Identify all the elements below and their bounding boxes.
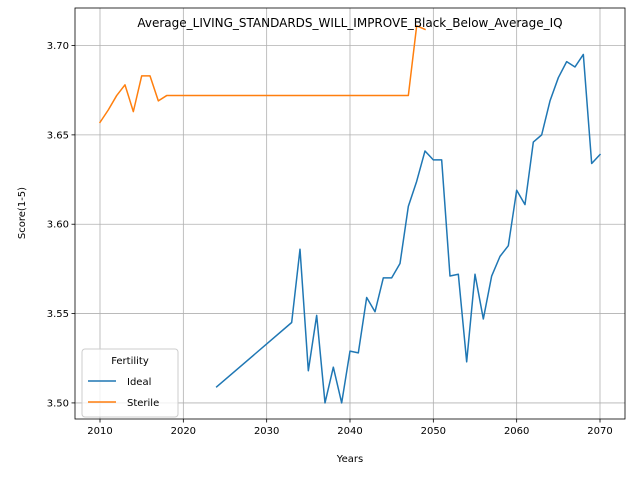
chart-title: Average_LIVING_STANDARDS_WILL_IMPROVE_Bl… [137,16,562,30]
y-tick-label: 3.55 [47,309,69,320]
x-tick-label: 2030 [254,426,279,437]
x-tick-label: 2020 [171,426,196,437]
y-tick-label: 3.65 [47,130,69,141]
x-tick-label: 2060 [504,426,529,437]
legend-title: Fertility [111,356,149,367]
legend-box [81,348,179,418]
x-axis-ticks: 2010 2020 2030 2040 2050 2060 2070 [87,419,613,437]
x-tick-label: 2010 [87,426,112,437]
series-line-ideal [215,53,602,404]
series-layer [98,25,602,404]
y-axis-label: Score(1-5) [17,187,28,239]
legend-label-ideal: Ideal [127,377,151,388]
x-tick-label: 2040 [337,426,362,437]
legend-label-sterile: Sterile [127,398,159,409]
x-axis-label: Years [336,454,363,465]
x-tick-label: 2050 [421,426,446,437]
y-axis-ticks: 3.50 3.55 3.60 3.65 3.70 [47,41,75,409]
x-tick-label: 2070 [587,426,612,437]
y-tick-label: 3.70 [47,41,69,52]
legend: Fertility Ideal Sterile [81,348,179,418]
y-tick-label: 3.60 [47,220,69,231]
y-tick-label: 3.50 [47,398,69,409]
series-line-sterile [98,25,426,124]
